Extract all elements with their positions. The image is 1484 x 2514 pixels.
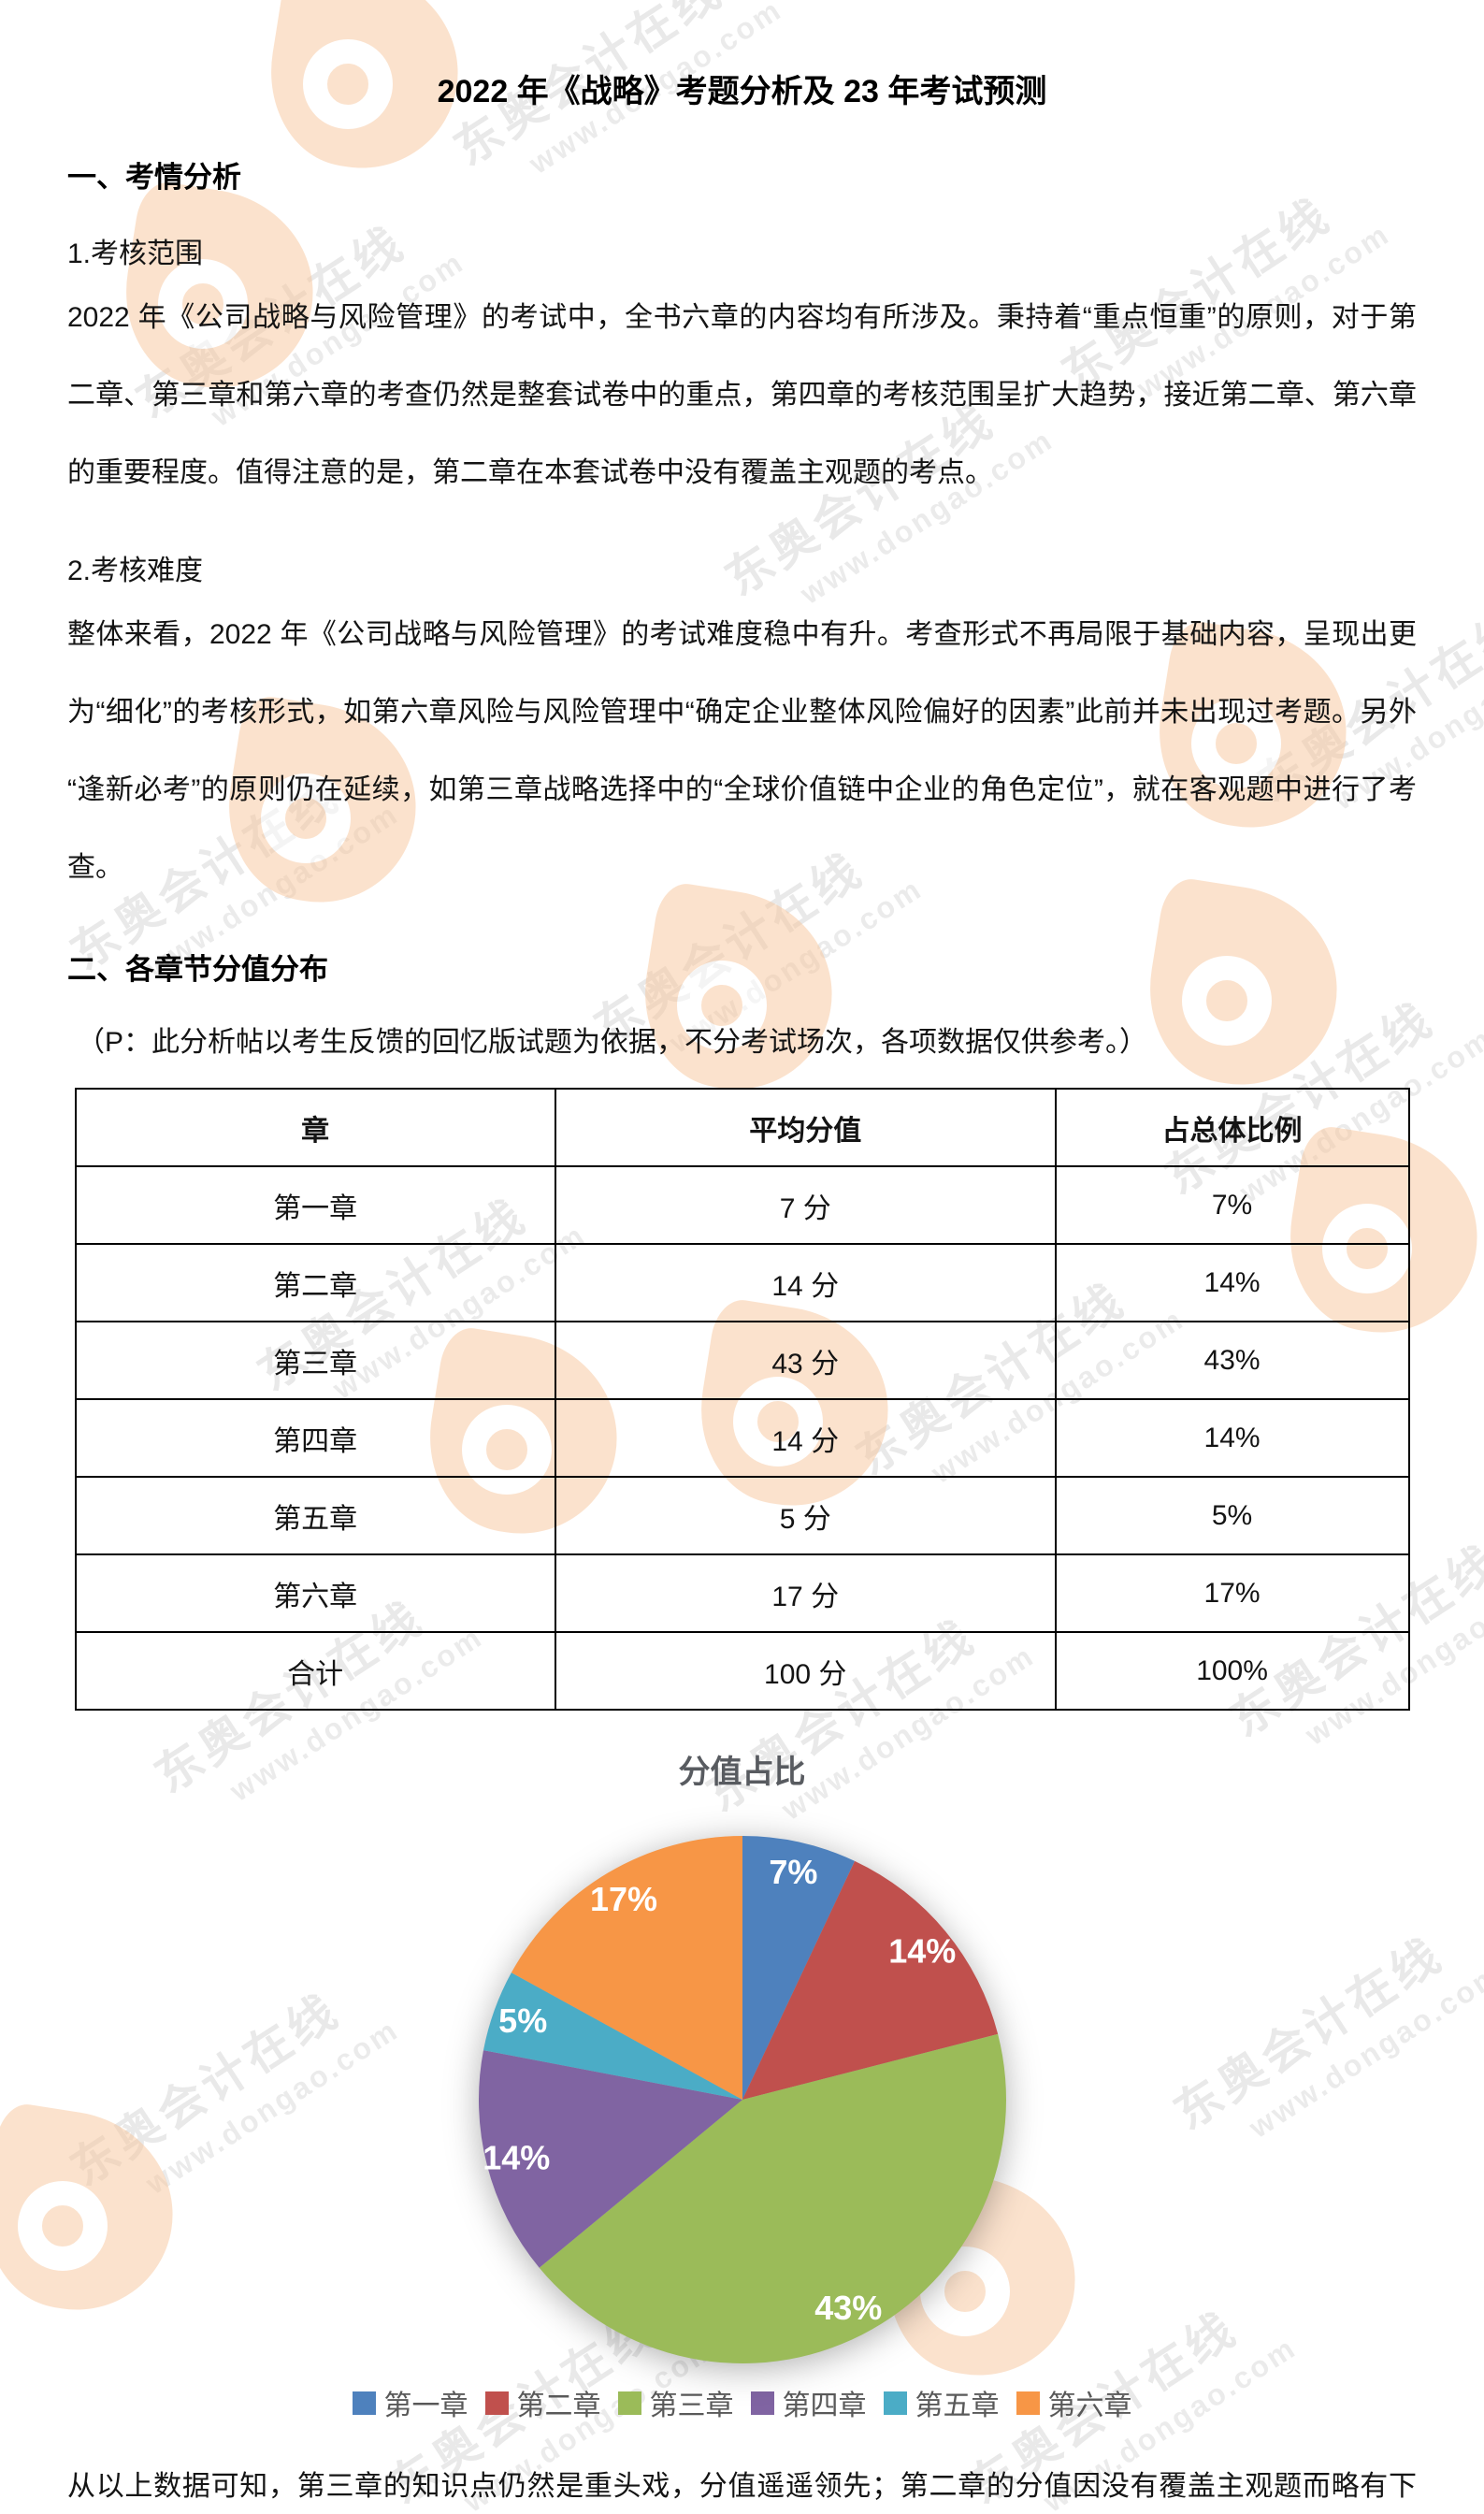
pie-slice-label: 17% bbox=[589, 1880, 656, 1918]
table-row: 第六章 17 分 17% bbox=[74, 1553, 1410, 1633]
section1-heading: 一、考情分析 bbox=[67, 161, 241, 194]
chart-title: 分值占比 bbox=[678, 1755, 806, 1790]
legend-label: 第五章 bbox=[915, 2391, 1000, 2421]
section1-paragraph-difficulty: 整体来看，2022 年《公司战略与风险管理》的考试难度稳中有升。考查形式不再局限… bbox=[67, 619, 1417, 883]
percentage-cell: 14% bbox=[1054, 1243, 1410, 1322]
pie-slice-label: 43% bbox=[814, 2289, 882, 2327]
legend-item-第四章: 第四章 bbox=[750, 2382, 867, 2423]
chapter-cell: 第一章 bbox=[74, 1165, 556, 1245]
score-cell: 5 分 bbox=[554, 1476, 1057, 1555]
table-row: 第三章 43 分 43% bbox=[74, 1321, 1410, 1400]
chapter-cell: 第三章 bbox=[74, 1321, 556, 1400]
document-content: 2022 年《战略》考题分析及 23 年考试预测 一、考情分析 1.考核范围 2… bbox=[0, 69, 1484, 2514]
section1-paragraph-scope: 2022 年《公司战略与风险管理》的考试中，全书六章的内容均有所涉及。秉持着“重… bbox=[67, 302, 1417, 488]
section1-subheading-scope: 1.考核范围 bbox=[67, 238, 204, 269]
pie-slice-第六章 bbox=[511, 1836, 742, 2100]
legend-swatch-icon bbox=[617, 2391, 641, 2415]
legend-label: 第四章 bbox=[782, 2391, 867, 2421]
percentage-cell: 7% bbox=[1054, 1165, 1410, 1245]
legend-swatch-icon bbox=[750, 2391, 774, 2415]
legend-item-第五章: 第五章 bbox=[883, 2382, 1000, 2423]
score-distribution-table: 章 平均分值 占总体比例 第一章 7 分 7% 第二章 14 分 14% 第三章 43 分 43… bbox=[74, 1088, 1410, 1711]
table-row: 第五章 5 分 5% bbox=[74, 1476, 1410, 1555]
table-row: 第四章 14 分 14% bbox=[74, 1398, 1410, 1478]
legend-item-第一章: 第一章 bbox=[352, 2382, 468, 2423]
chapter-cell: 合计 bbox=[74, 1631, 556, 1711]
legend-label: 第三章 bbox=[649, 2391, 734, 2421]
column-header-average-score: 平均分值 bbox=[554, 1088, 1057, 1167]
percentage-cell: 17% bbox=[1054, 1553, 1410, 1633]
percentage-cell: 100% bbox=[1054, 1631, 1410, 1711]
chart: 分值占比 7% 14% 43% 14% 5% 17% 第一章 第二章 第三章 第四章 第五章 第六章 bbox=[67, 1754, 1417, 2423]
legend-swatch-icon bbox=[484, 2391, 509, 2415]
legend-label: 第二章 bbox=[516, 2391, 601, 2421]
pie-chart: 7% 14% 43% 14% 5% 17% bbox=[478, 1836, 1006, 2363]
pie-slice-label: 14% bbox=[888, 1932, 956, 1971]
section1-subheading-difficulty: 2.考核难度 bbox=[67, 556, 204, 586]
percentage-cell: 14% bbox=[1054, 1398, 1410, 1478]
table-row: 合计 100 分 100% bbox=[74, 1631, 1410, 1711]
column-header-chapter: 章 bbox=[74, 1088, 556, 1167]
score-cell: 43 分 bbox=[554, 1321, 1057, 1400]
legend-swatch-icon bbox=[1016, 2391, 1040, 2415]
legend-swatch-icon bbox=[883, 2391, 907, 2415]
table-row: 第二章 14 分 14% bbox=[74, 1243, 1410, 1322]
pie-chart-area: 7% 14% 43% 14% 5% 17% bbox=[434, 1791, 1051, 2408]
pie-slice-第五章 bbox=[483, 1972, 742, 2100]
score-cell: 14 分 bbox=[554, 1243, 1057, 1322]
section2-heading: 二、各章节分值分布 bbox=[67, 953, 328, 986]
chart-legend: 第一章 第二章 第三章 第四章 第五章 第六章 bbox=[67, 2382, 1417, 2423]
pie-slice-label: 7% bbox=[769, 1853, 817, 1891]
chapter-cell: 第五章 bbox=[74, 1476, 556, 1555]
pie-slice-label: 5% bbox=[498, 2001, 547, 2040]
column-header-percentage: 占总体比例 bbox=[1054, 1088, 1410, 1167]
score-cell: 100 分 bbox=[554, 1631, 1057, 1711]
data-source-note: （P：此分析帖以考生反馈的回忆版试题为依据，不分考试场次，各项数据仅供参考。） bbox=[77, 1027, 1148, 1058]
pie-slice-第四章 bbox=[478, 2050, 742, 2268]
legend-item-第二章: 第二章 bbox=[484, 2382, 601, 2423]
pie-slice-第二章 bbox=[742, 1860, 998, 2100]
legend-item-第六章: 第六章 bbox=[1016, 2382, 1132, 2423]
legend-label: 第六章 bbox=[1047, 2391, 1132, 2421]
pie-slice-label: 14% bbox=[483, 2139, 550, 2177]
legend-item-第三章: 第三章 bbox=[617, 2382, 734, 2423]
page-title: 2022 年《战略》考题分析及 23 年考试预测 bbox=[437, 74, 1047, 109]
table-row: 第一章 7 分 7% bbox=[74, 1165, 1410, 1245]
score-cell: 17 分 bbox=[554, 1553, 1057, 1633]
legend-label: 第一章 bbox=[383, 2391, 468, 2421]
percentage-cell: 5% bbox=[1054, 1476, 1410, 1555]
closing-paragraph: 从以上数据可知，第三章的知识点仍然是重头戏，分值遥遥领先；第二章的分值因没有覆盖… bbox=[67, 2471, 1417, 2502]
score-cell: 14 分 bbox=[554, 1398, 1057, 1478]
percentage-cell: 43% bbox=[1054, 1321, 1410, 1400]
score-cell: 7 分 bbox=[554, 1165, 1057, 1245]
chapter-cell: 第四章 bbox=[74, 1398, 556, 1478]
table-header-row: 章 平均分值 占总体比例 bbox=[74, 1088, 1410, 1167]
pie-slice-第一章 bbox=[742, 1836, 855, 2100]
chapter-cell: 第二章 bbox=[74, 1243, 556, 1322]
chapter-cell: 第六章 bbox=[74, 1553, 556, 1633]
legend-swatch-icon bbox=[352, 2391, 376, 2415]
